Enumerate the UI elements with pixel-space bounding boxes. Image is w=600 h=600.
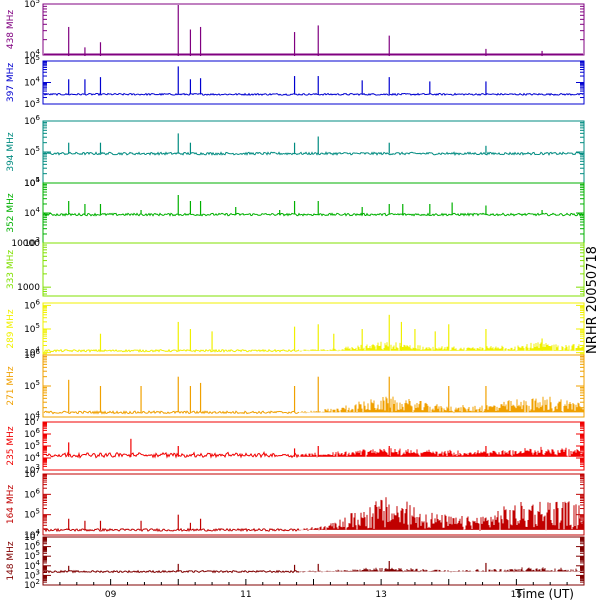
panel-8: 107 106 105 104 164 MHz: [6, 467, 585, 541]
baseline-trace: [43, 92, 584, 97]
y-tick-label: 105: [24, 54, 40, 67]
y-tick-label: 106: [24, 487, 40, 500]
side-title: NRHR 20050718: [585, 246, 600, 354]
baseline-trace: [43, 151, 584, 156]
y-tick-label: 106: [24, 114, 40, 127]
y-tick-label: 103: [24, 463, 40, 476]
y-tick-label: 103: [24, 97, 40, 110]
panel-label: 333 MHz: [6, 250, 16, 290]
y-tick-label: 104: [24, 559, 40, 572]
y-tick-label: 105: [24, 508, 40, 521]
panel-frame: [42, 3, 585, 56]
y-tick-label: 104: [24, 346, 40, 359]
baseline-trace: [43, 212, 584, 217]
y-tick-label: 104: [24, 410, 40, 423]
panel-label: 397 MHz: [6, 63, 16, 103]
panel-label: 271 MHz: [6, 366, 16, 406]
baseline-trace: [43, 341, 584, 353]
x-axis: 09 11 13 15: [59, 579, 568, 600]
x-axis-label: Time (UT): [514, 587, 574, 600]
y-tick-label: 104: [24, 206, 40, 219]
y-tick-label: 105: [24, 145, 40, 158]
panel-frame: [42, 120, 585, 184]
x-tick-label: 13: [375, 590, 386, 600]
y-tick-label: 104: [24, 176, 40, 189]
panel-0: 105 104 438 MHz: [6, 0, 585, 61]
panel-frame: [42, 536, 585, 586]
y-tick-label: 10000: [11, 239, 40, 249]
x-tick-label: 11: [240, 590, 251, 600]
y-tick-label: 107: [24, 467, 40, 480]
y-tick-label: 104: [24, 48, 40, 61]
panel-label: 148 MHz: [6, 541, 16, 581]
y-tick-label: 106: [24, 427, 40, 440]
panel-label: 235 MHz: [6, 426, 16, 466]
panel-frame: [42, 421, 585, 471]
y-tick-label: 1000: [17, 283, 40, 293]
panel-frame: [42, 60, 585, 105]
panel-label: 164 MHz: [6, 485, 16, 525]
y-tick-label: 107: [24, 530, 40, 543]
y-tick-label: 104: [24, 528, 40, 541]
baseline-trace: [43, 396, 584, 415]
y-tick-label: 105: [24, 439, 40, 452]
baseline-trace: [43, 446, 584, 459]
panel-5: 106 105 104 289 MHz: [6, 298, 585, 359]
x-tick-label: 15: [511, 590, 522, 600]
y-tick-label: 105: [24, 379, 40, 392]
x-tick-label: 09: [105, 590, 117, 600]
y-tick-label: 105: [24, 176, 40, 189]
y-tick-label: 105: [24, 549, 40, 562]
y-tick-label: 103: [24, 236, 40, 249]
panel-label: 352 MHz: [6, 193, 16, 233]
y-tick-label: 103: [24, 568, 40, 581]
baseline-trace: [43, 567, 584, 574]
baseline-trace: [43, 497, 584, 533]
y-tick-label: 106: [24, 540, 40, 553]
y-tick-label: 107: [24, 415, 40, 428]
y-tick-label: 106: [24, 348, 40, 361]
y-tick-label: 106: [24, 298, 40, 311]
y-tick-label: 104: [24, 76, 40, 89]
panel-label: 438 MHz: [6, 10, 16, 50]
panel-frame: [42, 242, 585, 297]
y-tick-label: 104: [24, 451, 40, 464]
y-tick-label: 102: [24, 578, 40, 591]
panel-label: 394 MHz: [6, 132, 16, 172]
y-tick-label: 105: [24, 322, 40, 335]
panel-1: 105 104 103 397 MHz: [6, 54, 585, 110]
panel-label: 289 MHz: [6, 309, 16, 349]
y-tick-label: 105: [24, 0, 40, 10]
panel-6: 106 105 104 271 MHz: [6, 348, 585, 423]
